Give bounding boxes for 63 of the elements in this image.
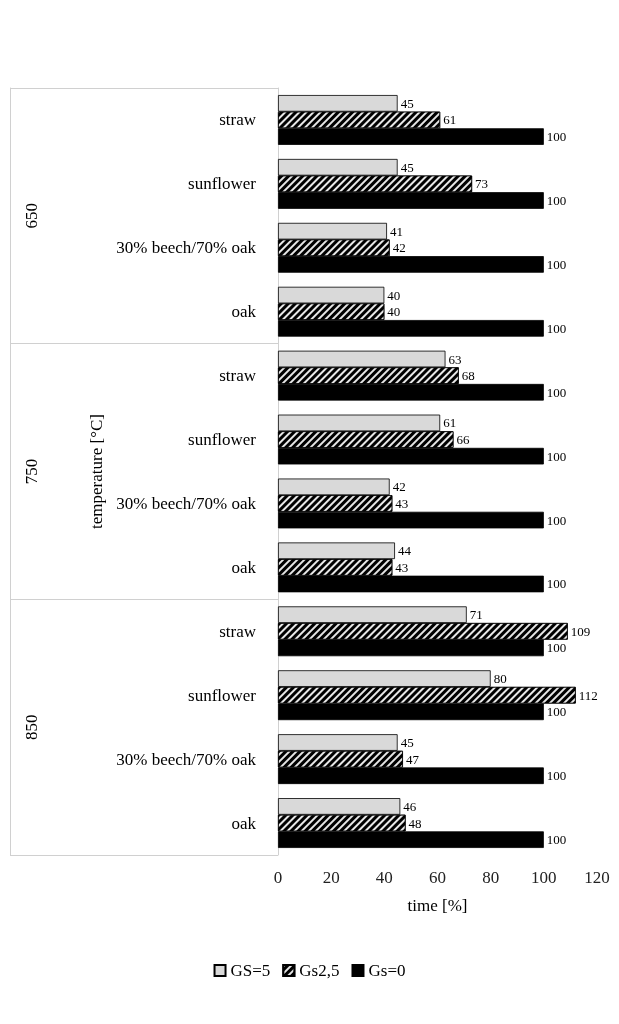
y-tick-label: 30% beech/70% oak (116, 238, 257, 258)
y-tick-label: sunflower (188, 685, 257, 705)
data-label: 100 (546, 192, 567, 208)
legend-label: Gs2,5 (299, 961, 340, 980)
y-tick-label: 30% beech/70% oak (116, 749, 257, 769)
x-tick-label: 40 (375, 868, 393, 887)
x-axis-title: time [%] (407, 896, 468, 915)
y-tick-label: sunflower (188, 430, 257, 450)
data-label: 112 (578, 687, 598, 703)
x-tick-label: 100 (531, 868, 557, 887)
data-label: 41 (389, 223, 403, 239)
x-tick-label: 120 (584, 868, 610, 887)
data-label: 45 (400, 735, 414, 751)
data-label: 48 (408, 815, 422, 831)
data-label: 100 (546, 768, 567, 784)
data-label: 44 (397, 543, 412, 559)
data-label: 80 (493, 671, 507, 687)
data-label: 68 (461, 368, 475, 384)
text: 750 (22, 458, 41, 485)
data-label: 100 (546, 576, 567, 592)
data-label: 100 (546, 640, 567, 656)
data-label: 42 (392, 240, 406, 256)
data-label: 42 (392, 479, 406, 495)
text: 850 (22, 714, 41, 740)
data-label: 47 (405, 751, 420, 767)
y-tick-label: straw (219, 366, 257, 386)
x-tick-label: 20 (322, 868, 340, 887)
data-label: 45 (400, 159, 414, 175)
data-label: 100 (546, 129, 567, 145)
data-label: 100 (546, 704, 567, 720)
legend-label: Gs=0 (368, 961, 406, 980)
data-label: 100 (546, 384, 567, 400)
y-tick-label: oak (231, 813, 257, 833)
data-label: 100 (546, 320, 567, 336)
data-label: 63 (448, 351, 462, 367)
data-label: 100 (546, 256, 567, 272)
data-label: 61 (443, 415, 457, 431)
data-label: 100 (546, 832, 567, 848)
data-label: 45 (400, 95, 414, 111)
data-label: 46 (403, 798, 417, 814)
text: 650 (22, 203, 41, 229)
y-tick-label: 30% beech/70% oak (116, 493, 257, 513)
data-label: 40 (387, 287, 401, 303)
data-label: 43 (395, 495, 409, 511)
y-tick-label: oak (231, 557, 257, 577)
legend-label: GS=5 (230, 961, 271, 980)
x-tick-label: 80 (482, 868, 500, 887)
y-tick-label: sunflower (188, 174, 257, 194)
data-label: 71 (469, 607, 483, 623)
y-tick-label: oak (231, 302, 257, 322)
y-axis-title: temperature [°C] (87, 414, 107, 529)
data-label: 100 (546, 448, 567, 464)
data-label: 61 (443, 112, 457, 128)
data-label: 109 (570, 623, 591, 639)
y-tick-label: straw (219, 621, 257, 641)
data-label: 100 (546, 512, 567, 528)
x-tick-label: 60 (429, 868, 446, 887)
data-label: 73 (475, 176, 489, 192)
x-tick-label: 0 (273, 868, 283, 887)
data-label: 43 (395, 559, 409, 575)
data-label: 40 (387, 304, 401, 320)
data-label: 66 (456, 432, 470, 448)
y-tick-label: straw (219, 110, 257, 130)
